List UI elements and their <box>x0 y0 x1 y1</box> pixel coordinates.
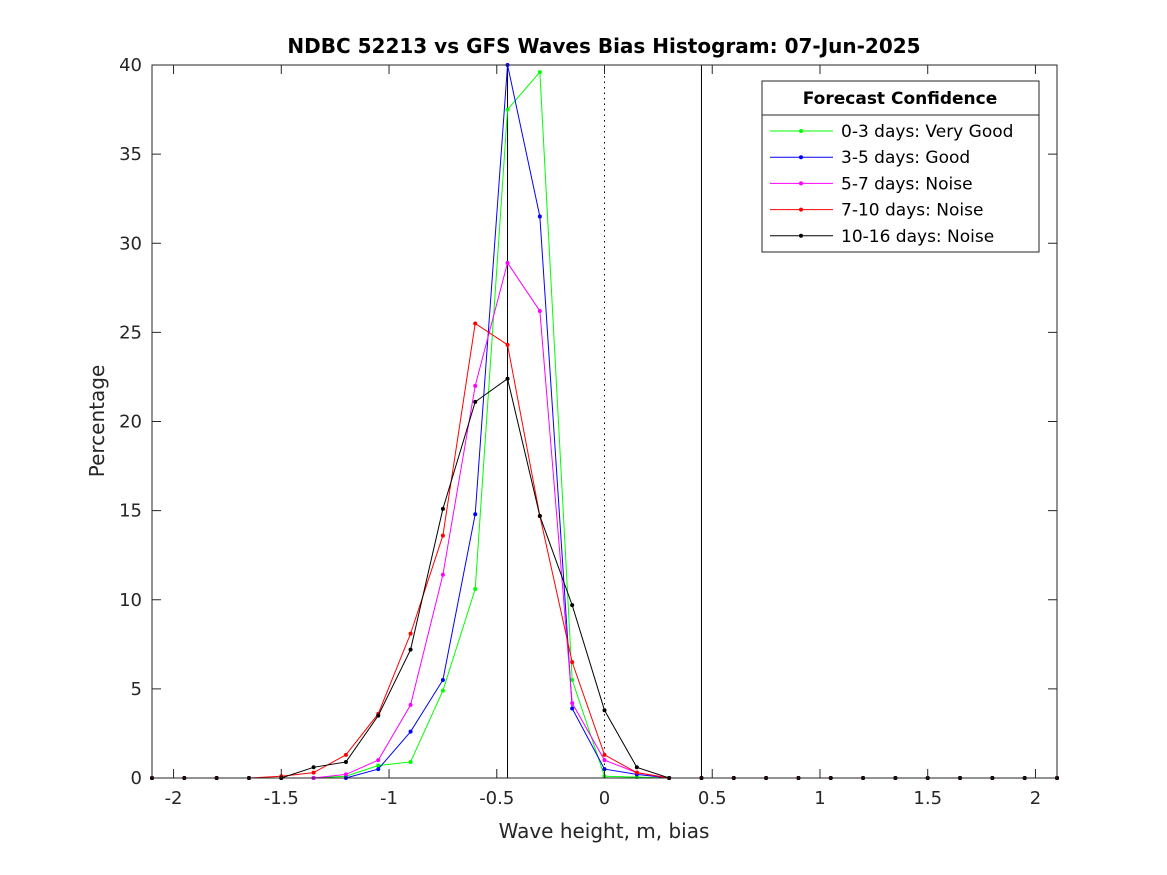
series-3-point-5 <box>311 770 316 775</box>
series-2-point-11 <box>505 260 510 265</box>
series-0-point-8 <box>408 759 413 764</box>
x-axis-label: Wave height, m, bias <box>499 819 710 843</box>
x-tick-label-4: 0 <box>599 788 610 809</box>
x-tick-label-6: 1 <box>814 788 825 809</box>
series-4-point-10 <box>473 399 478 404</box>
series-4-point-6 <box>343 759 348 764</box>
series-4-point-5 <box>311 765 316 770</box>
series-0-point-7 <box>376 763 381 768</box>
series-1-point-13 <box>570 706 575 711</box>
legend-entries: 0-3 days: Very Good 3-5 days: Good 5-7 day… <box>770 122 1013 247</box>
y-tick-label-6: 30 <box>119 233 142 254</box>
series-4-point-15 <box>634 765 639 770</box>
legend-box <box>761 80 1040 253</box>
series-2-point-8 <box>408 702 413 707</box>
legend-swatch-marker-1 <box>799 155 803 160</box>
series-3-point-13 <box>570 660 575 665</box>
x-tick-label-8: 2 <box>1030 788 1041 809</box>
legend-swatch-marker-4 <box>799 233 803 238</box>
x-tick-label-2: -1 <box>380 788 398 809</box>
y-axis-label: Percentage <box>85 365 109 478</box>
series-0-point-10 <box>473 587 478 592</box>
legend-entry-2: 5-7 days: Noise <box>770 174 973 194</box>
series-4-point-9 <box>440 506 445 511</box>
series-2-point-6 <box>343 772 348 777</box>
series-3-point-9 <box>440 533 445 538</box>
series-3-point-15 <box>634 770 639 775</box>
legend-entry-4: 10-16 days: Noise <box>770 227 994 247</box>
y-tick-label-5: 25 <box>119 322 142 343</box>
legend-swatch-marker-2 <box>799 181 803 186</box>
series-2-point-12 <box>537 308 542 313</box>
chart-title: NDBC 52213 vs GFS Waves Bias Histogram: … <box>287 34 920 58</box>
y-tick-label-0: 0 <box>131 768 142 789</box>
legend-label-2: 5-7 days: Noise <box>841 174 973 194</box>
series-4-point-8 <box>408 647 413 652</box>
series-1-point-7 <box>376 767 381 772</box>
series-0-point-11 <box>505 107 510 112</box>
x-tick-label-7: 1.5 <box>913 788 942 809</box>
x-tick-label-5: 0.5 <box>698 788 727 809</box>
legend-title: Forecast Confidence <box>803 89 998 109</box>
series-3-point-10 <box>473 321 478 326</box>
legend-swatch-marker-0 <box>799 129 803 133</box>
series-3-point-6 <box>343 752 348 757</box>
series-0-point-12 <box>537 70 542 75</box>
y-tick-label-7: 35 <box>119 144 142 165</box>
series-2-point-14 <box>602 758 607 763</box>
series-2-point-10 <box>473 383 478 388</box>
series-4-point-13 <box>570 603 575 608</box>
legend-entry-0: 0-3 days: Very Good <box>770 122 1013 142</box>
series-4-point-7 <box>376 713 381 718</box>
x-tick-label-0: -2 <box>165 788 183 809</box>
legend-label-4: 10-16 days: Noise <box>841 227 994 247</box>
series-4-point-11 <box>505 376 510 381</box>
series-2-point-9 <box>440 572 445 577</box>
series-4-point-14 <box>602 708 607 713</box>
legend-label-1: 3-5 days: Good <box>841 148 970 168</box>
series-0-point-9 <box>440 688 445 693</box>
series-0-point-13 <box>570 677 575 682</box>
series-4-point-12 <box>537 513 542 518</box>
legend-swatch-marker-3 <box>799 207 803 212</box>
series-1-point-10 <box>473 512 478 517</box>
series-1-point-12 <box>537 214 542 219</box>
series-3-point-14 <box>602 752 607 757</box>
x-tick-label-1: -1.5 <box>264 788 299 809</box>
legend-entry-3: 7-10 days: Noise <box>770 201 983 221</box>
series-2-point-7 <box>376 758 381 763</box>
plot-frame <box>151 64 1058 779</box>
series-3-point-11 <box>505 342 510 347</box>
y-tick-label-2: 10 <box>119 590 142 611</box>
series-1-point-9 <box>440 677 445 682</box>
legend-entry-1: 3-5 days: Good <box>770 148 970 168</box>
y-tick-label-4: 20 <box>119 412 142 433</box>
legend-label-0: 0-3 days: Very Good <box>841 122 1013 142</box>
y-tick-label-8: 40 <box>119 55 142 76</box>
series-2-point-13 <box>570 701 575 706</box>
y-tick-label-1: 5 <box>131 679 142 700</box>
series-3-point-8 <box>408 631 413 636</box>
legend-label-3: 7-10 days: Noise <box>841 201 983 221</box>
y-tick-label-3: 15 <box>119 501 142 522</box>
legend: Forecast Confidence 0-3 days: Very Good 3… <box>761 80 1040 253</box>
series-1-point-8 <box>408 729 413 734</box>
reference-lines <box>507 65 702 778</box>
x-tick-label-3: -0.5 <box>479 788 514 809</box>
